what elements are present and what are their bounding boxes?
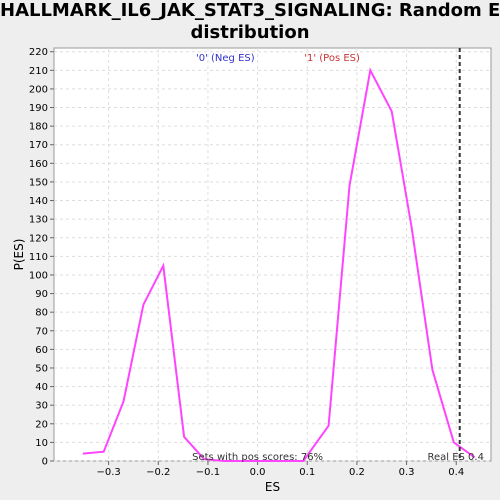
y-tick-label: 140 xyxy=(29,196,48,207)
pos-scores-label: Sets with pos scores: 76% xyxy=(192,452,323,463)
x-axis: −0.3 −0.2 −0.1 0.0 0.1 0.2 0.3 0.4 xyxy=(96,461,464,478)
x-tick-label: 0.0 xyxy=(250,467,266,478)
x-tick-label: −0.3 xyxy=(96,467,120,478)
grid xyxy=(54,48,491,462)
y-axis-label: P(ES) xyxy=(12,239,26,271)
x-axis-label: ES xyxy=(265,480,280,494)
y-tick-label: 70 xyxy=(35,326,48,337)
y-tick-label: 50 xyxy=(35,363,48,374)
y-tick-label: 110 xyxy=(29,252,48,263)
y-tick-label: 0 xyxy=(42,457,48,468)
chart-title: HALLMARK_IL6_JAK_STAT3_SIGNALING: Random… xyxy=(0,0,500,44)
x-tick-label: 0.3 xyxy=(399,467,415,478)
neg-es-label: '0' (Neg ES) xyxy=(196,53,255,64)
y-tick-label: 20 xyxy=(35,419,48,430)
y-tick-label: 120 xyxy=(29,233,48,244)
y-tick-label: 190 xyxy=(29,103,48,114)
y-tick-label: 130 xyxy=(29,215,48,226)
y-tick-label: 170 xyxy=(29,140,48,151)
y-tick-label: 210 xyxy=(29,66,48,77)
pos-es-label: '1' (Pos ES) xyxy=(304,53,360,64)
density-curve xyxy=(82,67,476,462)
plot-area xyxy=(53,47,492,462)
x-tick-label: 0.2 xyxy=(349,467,365,478)
y-tick-label: 200 xyxy=(29,84,48,95)
y-tick-label: 150 xyxy=(29,177,48,188)
y-axis: 0 10 20 30 40 50 60 70 80 90 100 110 120 130 140 150 160… xyxy=(29,47,54,468)
y-tick-label: 80 xyxy=(35,308,48,319)
chart-title-line-2: distribution xyxy=(190,22,310,43)
y-tick-label: 180 xyxy=(29,122,48,133)
y-tick-label: 10 xyxy=(35,438,48,449)
x-tick-label: −0.2 xyxy=(146,467,170,478)
y-tick-label: 100 xyxy=(29,270,48,281)
x-tick-label: 0.1 xyxy=(299,467,315,478)
real-es-label: Real ES 0.4 xyxy=(427,452,483,463)
y-tick-label: 160 xyxy=(29,159,48,170)
x-tick-label: 0.4 xyxy=(448,467,464,478)
chart-title-line-1: HALLMARK_IL6_JAK_STAT3_SIGNALING: Random… xyxy=(0,0,500,21)
y-tick-label: 30 xyxy=(35,401,48,412)
x-tick-label: −0.1 xyxy=(196,467,220,478)
y-tick-label: 60 xyxy=(35,345,48,356)
y-tick-label: 220 xyxy=(29,47,48,58)
y-tick-label: 90 xyxy=(35,289,48,300)
y-tick-label: 40 xyxy=(35,382,48,393)
